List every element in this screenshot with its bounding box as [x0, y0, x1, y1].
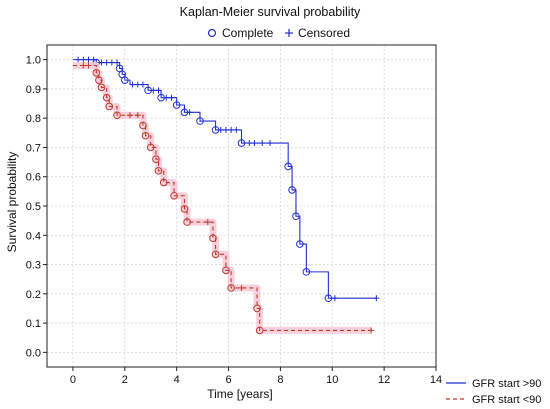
- event-point: [102, 93, 111, 102]
- censored-point: [85, 56, 92, 63]
- x-tick-label: 10: [326, 374, 338, 386]
- censored-point: [259, 140, 266, 147]
- censored-point: [114, 59, 121, 66]
- series-2: [72, 61, 375, 335]
- event-point: [209, 234, 217, 242]
- censored-point: [233, 126, 240, 133]
- censored-point: [85, 62, 92, 69]
- event-point: [196, 117, 204, 125]
- censored-point: [108, 59, 115, 66]
- series-line: [72, 64, 372, 331]
- event-point: [170, 191, 178, 200]
- y-tick-label: 0.3: [26, 260, 41, 272]
- event-point: [227, 284, 235, 292]
- x-tick-label: 14: [430, 374, 442, 386]
- censored-point: [228, 126, 235, 133]
- y-tick-label: 0.7: [26, 142, 41, 154]
- censored-point: [368, 327, 375, 334]
- y-tick-label: 0.5: [26, 201, 41, 213]
- censored-point: [134, 81, 141, 88]
- censored-point: [186, 109, 193, 116]
- event-point: [324, 294, 333, 303]
- censored-point: [168, 94, 175, 101]
- series-1: [72, 56, 380, 303]
- series-legend: GFR start >90 GFR start <90: [446, 378, 541, 406]
- event-point: [222, 266, 230, 275]
- censored-point: [75, 56, 82, 63]
- x-tick-label: 2: [122, 374, 128, 386]
- censored-point: [217, 126, 224, 133]
- censored-point: [134, 112, 141, 119]
- event-point: [105, 102, 114, 111]
- event-point: [146, 143, 155, 152]
- y-tick-label: 0.6: [26, 172, 41, 184]
- censored-point: [80, 56, 87, 63]
- event-point: [288, 186, 296, 194]
- event-point: [253, 304, 261, 313]
- censored-point: [98, 59, 105, 66]
- event-point: [139, 121, 147, 130]
- censored-point: [129, 81, 136, 88]
- event-point: [152, 155, 160, 163]
- event-point: [284, 162, 292, 171]
- censored-point: [238, 284, 245, 291]
- censored-point: [163, 94, 170, 101]
- censored-marker-icon: [285, 29, 293, 37]
- event-point: [180, 205, 189, 213]
- x-axis-label: Time [years]: [207, 387, 273, 401]
- legend-series-label-2: GFR start <90: [472, 394, 541, 406]
- censored-point: [90, 56, 97, 63]
- censored-point: [267, 140, 274, 147]
- event-point: [141, 131, 150, 140]
- censored-point: [139, 81, 146, 88]
- x-tick-label: 12: [378, 374, 390, 386]
- y-tick-label: 0.1: [26, 318, 41, 330]
- x-tick-label: 6: [225, 374, 231, 386]
- event-point: [302, 268, 311, 276]
- censored-point: [246, 140, 253, 147]
- censored-point: [373, 295, 380, 302]
- x-tick-label: 8: [277, 374, 283, 386]
- event-point: [159, 178, 168, 187]
- y-tick-label: 0.8: [26, 113, 41, 125]
- y-tick-label: 0.0: [26, 347, 41, 359]
- event-point: [296, 240, 304, 248]
- marker-legend: Complete Censored: [207, 26, 350, 40]
- censored-point: [222, 126, 229, 133]
- y-tick-label: 0.9: [26, 84, 41, 96]
- event-point: [97, 83, 106, 92]
- chart-title: Kaplan-Meier survival probability: [180, 5, 361, 19]
- y-tick-label: 0.4: [26, 230, 41, 242]
- y-tick-label: 0.2: [26, 289, 41, 301]
- event-point: [211, 250, 220, 259]
- event-point: [113, 111, 121, 120]
- censored-point: [331, 295, 338, 302]
- event-point: [172, 101, 181, 109]
- x-tick-label: 4: [174, 374, 180, 386]
- censored-point: [126, 112, 133, 119]
- event-point: [255, 326, 264, 335]
- event-point: [237, 139, 246, 147]
- censored-point: [204, 219, 211, 226]
- event-point: [92, 69, 101, 77]
- complete-marker-icon: [207, 28, 217, 38]
- event-point: [292, 212, 300, 221]
- event-point: [95, 76, 103, 84]
- censored-point: [150, 87, 157, 94]
- event-point: [121, 76, 129, 84]
- x-tick-label: 0: [70, 374, 76, 386]
- legend-censored-label: Censored: [298, 26, 350, 40]
- censored-point: [251, 140, 258, 147]
- censored-point: [155, 87, 162, 94]
- censored-point: [103, 59, 110, 66]
- censored-point: [80, 62, 87, 69]
- event-point: [154, 167, 163, 175]
- y-tick-label: 1.0: [26, 55, 41, 67]
- legend-complete-label: Complete: [222, 26, 274, 40]
- y-axis-label: Survival probability: [5, 152, 19, 253]
- event-point: [183, 218, 191, 226]
- legend-series-label-1: GFR start >90: [472, 378, 541, 390]
